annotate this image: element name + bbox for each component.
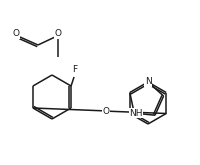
Text: N: N [145, 78, 151, 86]
Text: F: F [72, 65, 78, 73]
Text: O: O [103, 107, 110, 116]
Text: O: O [54, 30, 62, 38]
Text: O: O [12, 30, 20, 38]
Text: NH: NH [129, 109, 143, 117]
